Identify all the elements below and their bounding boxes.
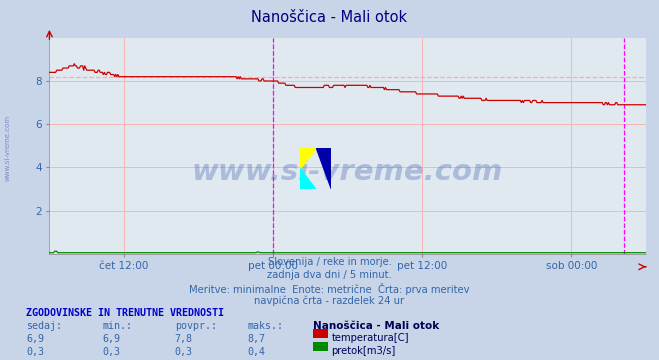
Text: Meritve: minimalne  Enote: metrične  Črta: prva meritev: Meritve: minimalne Enote: metrične Črta:… xyxy=(189,283,470,294)
Text: 0,4: 0,4 xyxy=(247,347,265,357)
Polygon shape xyxy=(300,148,316,168)
Text: 6,9: 6,9 xyxy=(102,334,120,344)
Text: Nanoščica - Mali otok: Nanoščica - Mali otok xyxy=(313,321,440,331)
Text: ZGODOVINSKE IN TRENUTNE VREDNOSTI: ZGODOVINSKE IN TRENUTNE VREDNOSTI xyxy=(26,308,224,318)
Polygon shape xyxy=(300,168,316,189)
Text: Slovenija / reke in morje.: Slovenija / reke in morje. xyxy=(268,257,391,267)
Text: pretok[m3/s]: pretok[m3/s] xyxy=(331,346,395,356)
Text: min.:: min.: xyxy=(102,321,132,331)
Text: zadnja dva dni / 5 minut.: zadnja dva dni / 5 minut. xyxy=(267,270,392,280)
Text: navpična črta - razdelek 24 ur: navpična črta - razdelek 24 ur xyxy=(254,295,405,306)
Text: povpr.:: povpr.: xyxy=(175,321,217,331)
Text: maks.:: maks.: xyxy=(247,321,283,331)
Text: 0,3: 0,3 xyxy=(26,347,44,357)
Text: sedaj:: sedaj: xyxy=(26,321,63,331)
Text: www.si-vreme.com: www.si-vreme.com xyxy=(5,114,11,181)
Text: 7,8: 7,8 xyxy=(175,334,192,344)
Text: 8,7: 8,7 xyxy=(247,334,265,344)
Text: 6,9: 6,9 xyxy=(26,334,44,344)
Text: www.si-vreme.com: www.si-vreme.com xyxy=(192,158,503,186)
Text: temperatura[C]: temperatura[C] xyxy=(331,333,409,343)
Text: 0,3: 0,3 xyxy=(175,347,192,357)
Polygon shape xyxy=(316,148,331,189)
Text: Nanoščica - Mali otok: Nanoščica - Mali otok xyxy=(252,10,407,25)
Text: 0,3: 0,3 xyxy=(102,347,120,357)
